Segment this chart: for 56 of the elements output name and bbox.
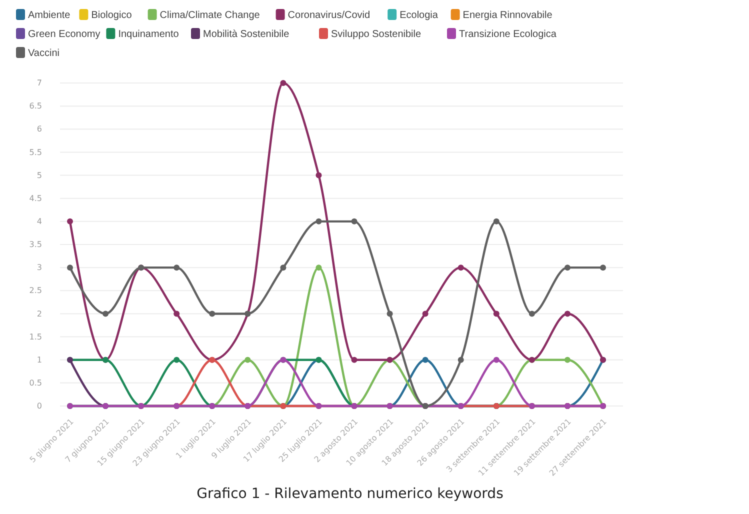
point — [528, 310, 535, 317]
legend-label: Sviluppo Sostenibile — [331, 29, 422, 40]
y-tick-label: 7 — [36, 78, 42, 88]
point — [493, 218, 500, 224]
y-tick-label: 3 — [36, 263, 42, 272]
y-tick-label: 1.5 — [29, 332, 42, 342]
point — [316, 264, 322, 271]
point — [564, 310, 570, 317]
point — [174, 356, 180, 363]
point — [493, 310, 500, 317]
text: Grafico 1 - Rilevamento numerico keywords — [196, 486, 504, 502]
point — [209, 310, 216, 317]
y-tick-label: 1 — [36, 355, 42, 364]
point — [102, 310, 109, 317]
legend-label: Ecologia — [400, 10, 438, 21]
point — [564, 264, 570, 271]
point — [422, 356, 428, 363]
y-tick-label: 6.5 — [29, 102, 42, 111]
legend-label: Ambiente — [28, 10, 71, 21]
legend-label: Inquinamento — [118, 29, 180, 40]
legend-label: Mobilità Sostenibile — [203, 29, 290, 40]
y-tick-label: 4.5 — [29, 194, 42, 203]
point — [351, 356, 358, 363]
legend-label: Vaccini — [28, 48, 60, 59]
point — [493, 356, 500, 363]
y-tick-label: 5 — [36, 170, 42, 180]
y-tick-label: 2.5 — [29, 286, 42, 296]
point — [316, 218, 322, 224]
point — [174, 310, 180, 317]
y-tick-label: 5.5 — [29, 148, 42, 157]
legend-label: Energia Rinnovabile — [462, 10, 553, 21]
point — [422, 310, 428, 317]
y-tick-label: 0.5 — [29, 378, 42, 388]
point — [316, 172, 322, 178]
point — [351, 218, 358, 224]
point — [386, 310, 393, 317]
point — [67, 264, 73, 271]
point — [458, 264, 464, 271]
y-tick-label: 3.5 — [29, 240, 42, 250]
point — [280, 264, 286, 271]
y-tick-label: 4 — [36, 216, 42, 226]
point — [564, 356, 570, 363]
point — [67, 218, 73, 224]
point — [600, 264, 606, 271]
legend-label: Coronavirus/Covid — [288, 10, 370, 21]
y-tick-label: 0 — [36, 402, 42, 411]
legend-label: Transizione Ecologica — [459, 29, 557, 40]
legend-label: Biologico — [91, 10, 132, 21]
point — [244, 356, 251, 363]
point — [174, 264, 180, 271]
y-tick-label: 6 — [36, 124, 42, 134]
legend-label: Clima/Climate Change — [160, 10, 260, 21]
legend-label: Green Economy — [28, 29, 100, 40]
y-tick-label: 2 — [36, 309, 42, 318]
point — [280, 80, 286, 86]
point — [458, 356, 464, 363]
